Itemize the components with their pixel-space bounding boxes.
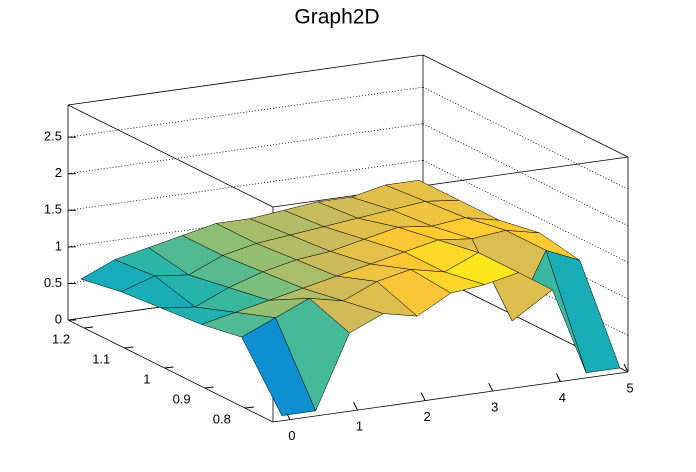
- y-tick-label: 1: [143, 371, 150, 386]
- box-edge: [272, 156, 629, 208]
- x-tick-label: 3: [491, 399, 498, 414]
- x-tick-label: 1: [356, 419, 363, 434]
- box-edge: [272, 371, 629, 423]
- y-tick: [164, 366, 174, 369]
- grid-line: [422, 86, 629, 190]
- z-tick-label: 1.5: [44, 202, 62, 217]
- box-edge: [67, 319, 274, 423]
- surface-cell: [241, 317, 317, 416]
- x-tick-label: 5: [626, 380, 633, 395]
- x-tick-label: 4: [559, 390, 566, 405]
- x-tick: [420, 392, 426, 401]
- z-tick-label: 0: [55, 311, 62, 326]
- y-tick: [244, 406, 254, 409]
- z-tick-label: 2: [55, 165, 62, 180]
- z-tick-label: 0.5: [44, 275, 62, 290]
- z-tick-label: 2.5: [44, 129, 62, 144]
- y-tick-label: 0.9: [173, 391, 191, 406]
- box-edge: [422, 54, 629, 158]
- x-tick-label: 2: [424, 409, 431, 424]
- y-tick: [204, 386, 214, 389]
- x-tick: [555, 373, 561, 382]
- y-tick: [124, 346, 134, 349]
- x-tick: [623, 363, 629, 373]
- z-tick-label: 1: [55, 238, 62, 253]
- y-tick-label: 1.2: [52, 331, 70, 346]
- y-tick: [84, 326, 94, 329]
- grid-line: [422, 269, 629, 373]
- x-tick: [353, 401, 358, 411]
- box-edge: [67, 54, 424, 106]
- y-tick-label: 1.1: [92, 351, 110, 366]
- y-tick-label: 0.8: [213, 411, 231, 426]
- box-edge: [67, 104, 274, 208]
- x-tick: [488, 382, 494, 392]
- x-tick-label: 0: [288, 428, 295, 443]
- chart-title: Graph2D: [294, 6, 379, 29]
- grid-line: [422, 123, 629, 227]
- grid-line: [422, 159, 629, 263]
